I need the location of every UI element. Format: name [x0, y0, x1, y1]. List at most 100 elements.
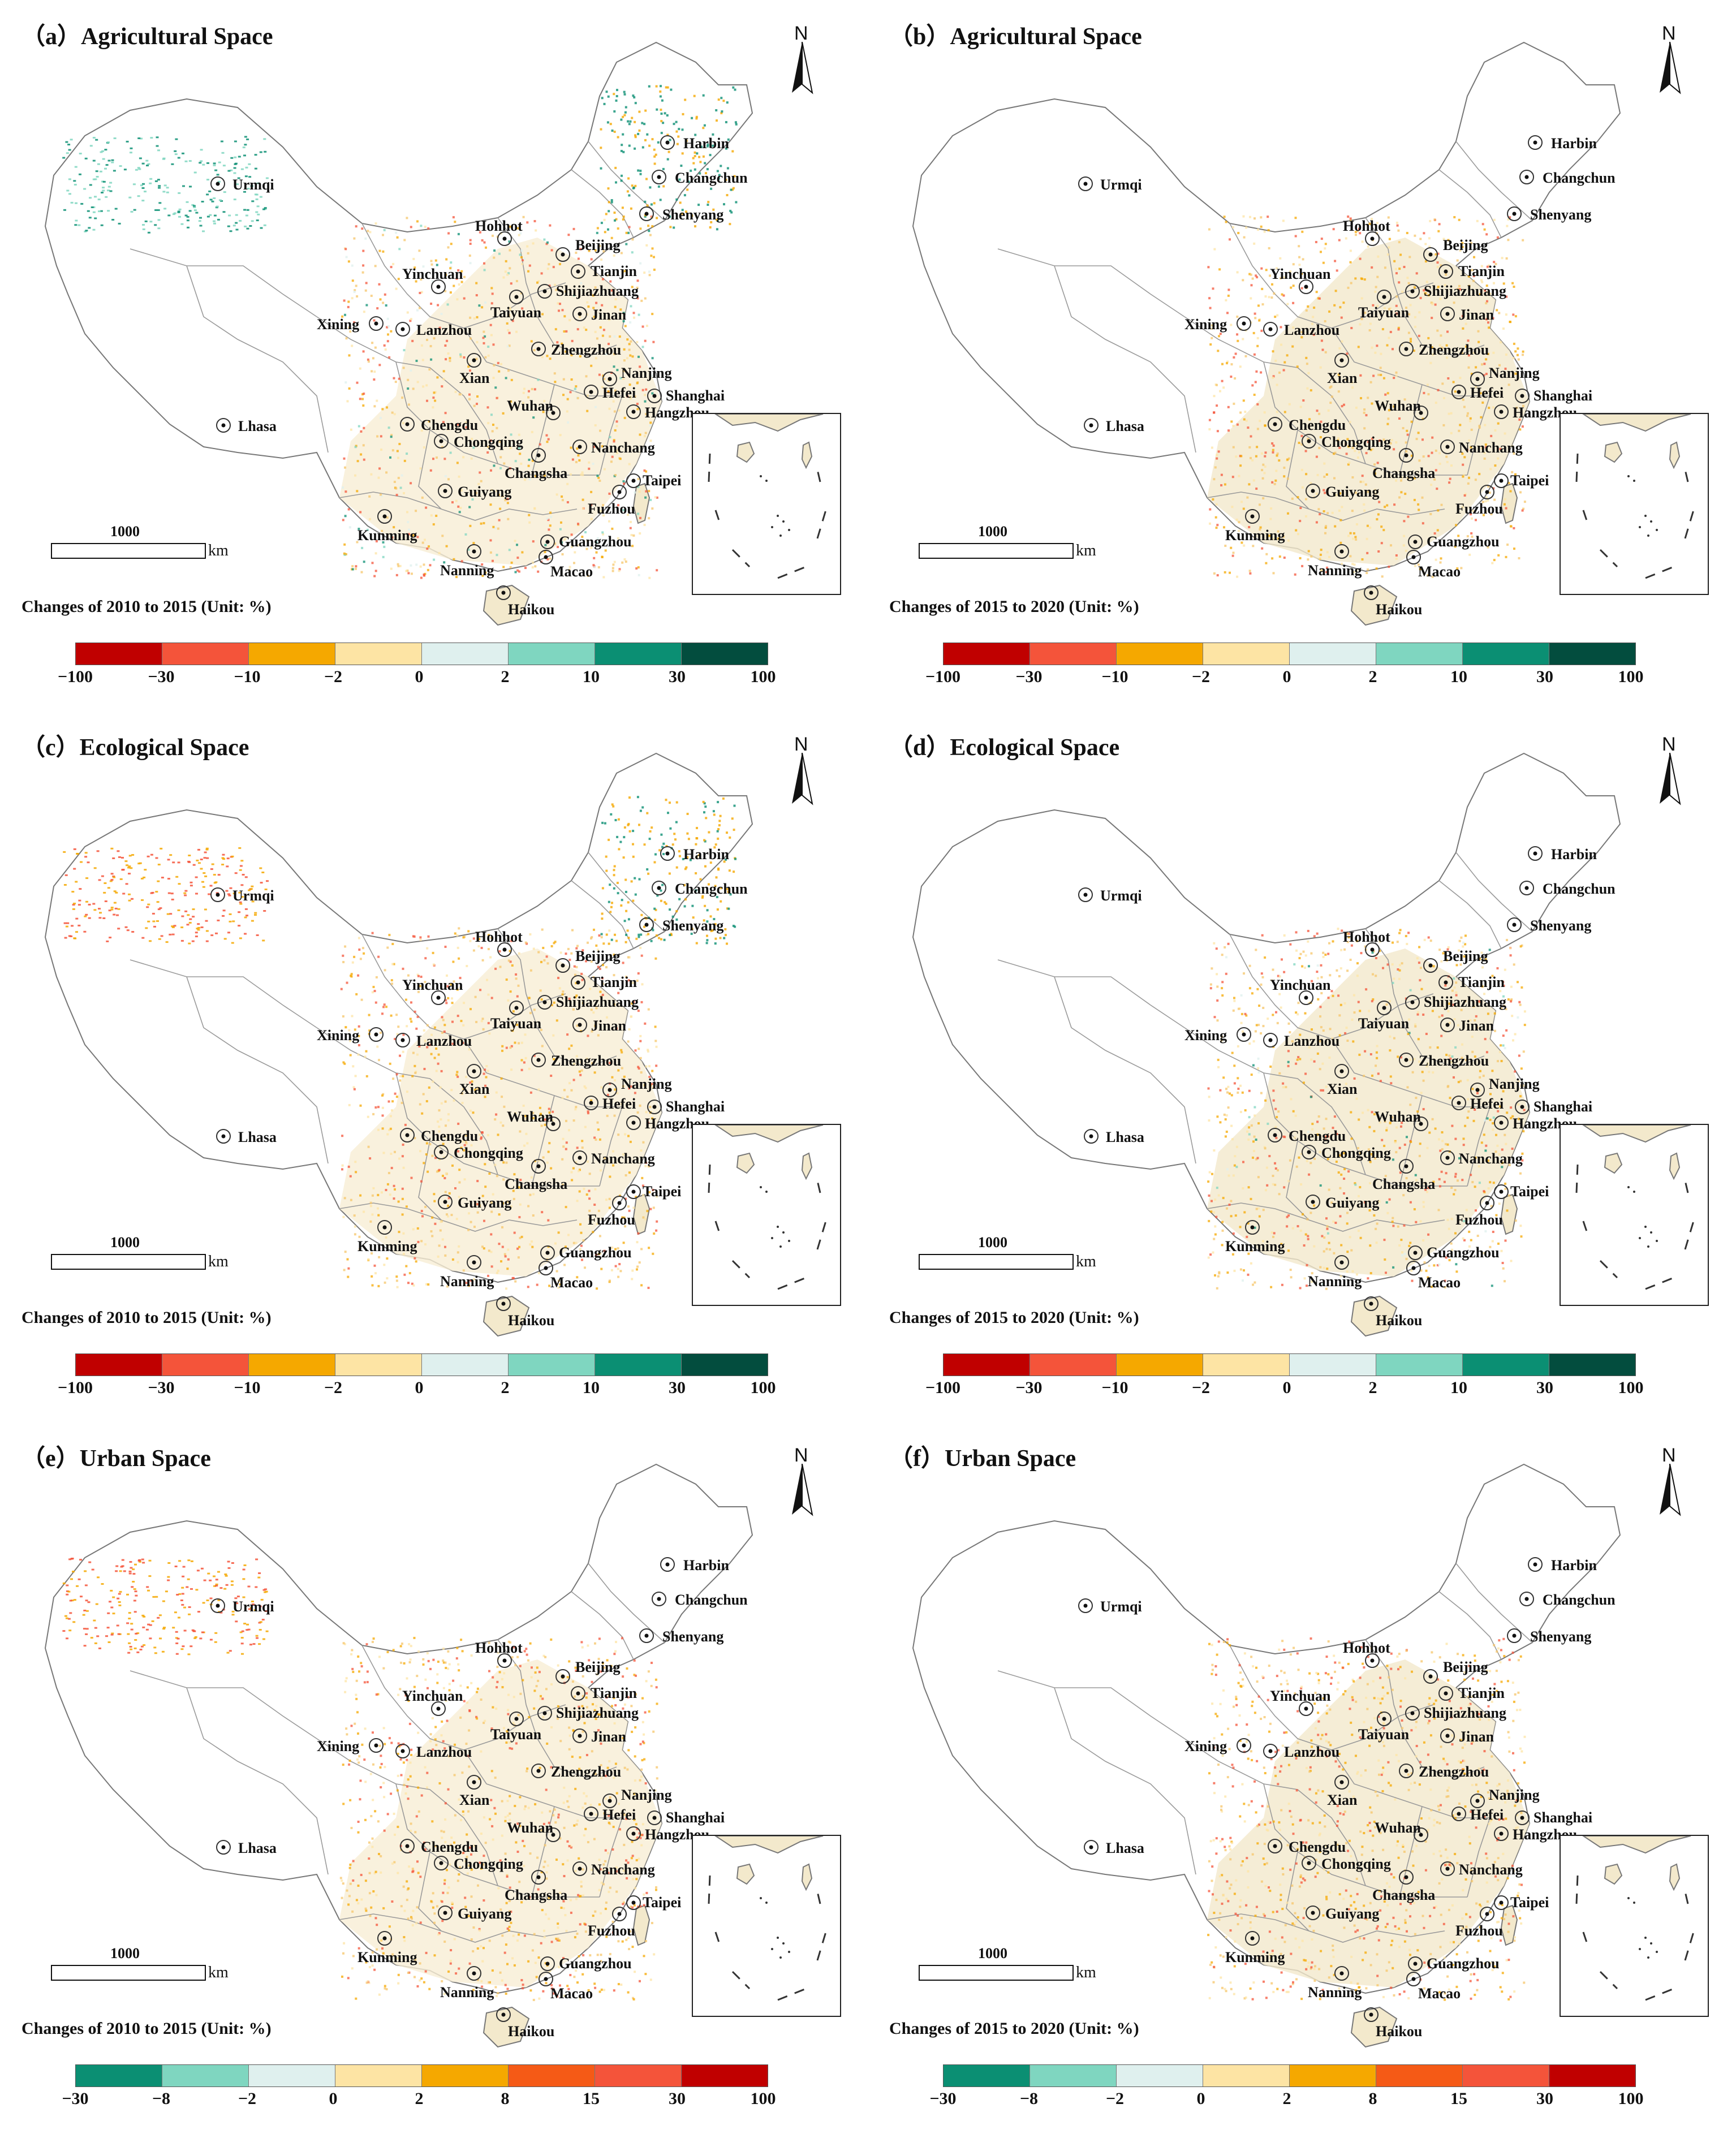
province-boundary: [186, 976, 329, 1164]
city-ring-icon: [1423, 1669, 1438, 1684]
inset-map-svg: [1575, 1836, 1695, 2001]
city-dot-icon: [1339, 1971, 1344, 1976]
city-dot-icon: [1411, 1266, 1416, 1270]
legend-swatch: [76, 1354, 162, 1376]
province-boundary: [997, 1670, 1185, 1739]
city-marker-fuzhou: Fuzhou: [1455, 1196, 1503, 1228]
city-dot-icon: [1304, 1706, 1308, 1711]
city-dot-icon: [561, 1674, 565, 1679]
city-marker-beijing: Beijing: [1423, 948, 1488, 973]
inset-taiwan: [1669, 1863, 1681, 1891]
change-pixels: [63, 796, 737, 1290]
province-boundary: [186, 1687, 329, 1875]
legend-tick-label: 30: [669, 1378, 686, 1397]
city-ring-icon: [1480, 485, 1494, 499]
south-china-sea-inset: [692, 1124, 841, 1306]
city-marker-zhengzhou: Zhengzhou: [531, 342, 621, 358]
city-dot-icon: [514, 1717, 519, 1721]
province-boundary: [1263, 1783, 1467, 1898]
city-dot-icon: [1428, 1674, 1433, 1679]
city-ring-icon: [584, 1807, 598, 1821]
city-marker-shanghai: Shanghai: [647, 387, 725, 404]
color-legend: [75, 643, 768, 665]
legend-tick-label: −30: [1015, 1378, 1043, 1397]
city-dot-icon: [1520, 394, 1524, 398]
city-label: Shenyang: [1530, 917, 1591, 934]
city-ring-icon: [1263, 1033, 1278, 1047]
city-marker-chengdu: Chengdu: [1268, 1839, 1346, 1855]
city-dot-icon: [1520, 1105, 1524, 1109]
city-ring-icon: [540, 1245, 555, 1260]
legend-tick-label: −2: [1191, 1378, 1211, 1397]
legend-tick-label: 100: [1618, 2089, 1644, 2108]
city-label: Guangzhou: [1427, 533, 1500, 550]
city-ring-icon: [1078, 1598, 1093, 1613]
city-ring-icon: [1268, 1128, 1282, 1143]
legend-swatch: [1290, 1354, 1376, 1376]
city-label: Shanghai: [666, 387, 725, 404]
city-marker-hefei: Hefei: [1451, 385, 1504, 401]
city-label: Shijiazhuang: [1424, 283, 1506, 299]
city-dot-icon: [1512, 922, 1517, 927]
scale-value: 1000: [110, 1945, 140, 1961]
province-boundary: [130, 959, 317, 1028]
city-dot-icon: [665, 851, 670, 856]
city-marker-xian: Xian: [459, 1064, 490, 1097]
city-dot-icon: [1413, 1961, 1418, 1966]
city-ring-icon: [539, 1972, 553, 1986]
change-period-label: Changes of 2010 to 2015 (Unit: %): [21, 1308, 272, 1327]
legend-swatch: [1376, 2065, 1463, 2086]
city-label: Lanzhou: [416, 1033, 472, 1049]
city-label: Taipei: [1510, 1894, 1549, 1911]
city-label: Nanning: [440, 1984, 494, 2001]
city-dot-icon: [631, 1831, 636, 1836]
city-dot-icon: [1499, 478, 1504, 483]
legend-swatch: [944, 2065, 1030, 2086]
city-dot-icon: [502, 1658, 507, 1663]
change-period-label: Changes of 2015 to 2020 (Unit: %): [889, 1308, 1139, 1327]
north-arrow-shape: [792, 1464, 813, 1516]
city-ring-icon: [1299, 990, 1313, 1005]
city-marker-nanning: Nanning: [1308, 1255, 1362, 1290]
city-label: Guangzhou: [1427, 1955, 1500, 1972]
legend-swatch: [1376, 643, 1463, 665]
city-ring-icon: [1377, 1001, 1392, 1015]
city-marker-nanning: Nanning: [440, 1966, 494, 2001]
city-label: Nanchang: [591, 1861, 655, 1878]
city-label: Taipei: [643, 1183, 681, 1200]
city-label: Chongqing: [1321, 434, 1391, 450]
province-boundary: [1286, 1140, 1445, 1232]
city-ring-icon: [571, 1686, 585, 1701]
city-label: Chengdu: [1289, 1839, 1346, 1855]
city-dot-icon: [536, 453, 541, 458]
city-marker-lanzhou: Lanzhou: [395, 322, 472, 338]
city-marker-tianjin: Tianjin: [571, 974, 637, 990]
city-dot-icon: [644, 1633, 649, 1638]
city-marker-taipei: Taipei: [626, 472, 681, 489]
city-marker-harbin: Harbin: [1528, 1557, 1597, 1573]
city-label: Wuhan: [507, 1820, 553, 1836]
city-ring-icon: [1451, 385, 1466, 399]
legend-tick-label: −8: [1019, 2089, 1039, 2108]
city-label: Chongqing: [454, 1856, 523, 1872]
city-dot-icon: [617, 490, 622, 494]
scale-bar: [919, 1254, 1074, 1270]
city-label: Changchun: [675, 881, 748, 897]
city-label: Wuhan: [507, 1109, 553, 1125]
city-dot-icon: [472, 358, 476, 363]
city-dot-icon: [536, 347, 541, 351]
city-marker-shijiazhuang: Shijiazhuang: [537, 283, 639, 299]
city-ring-icon: [571, 975, 585, 990]
city-marker-shanghai: Shanghai: [1515, 387, 1592, 404]
province-boundary: [1365, 1639, 1485, 1779]
city-dot-icon: [1444, 1691, 1448, 1696]
city-marker-haikou: Haikou: [496, 2007, 554, 2040]
city-dot-icon: [1307, 1150, 1311, 1154]
city-marker-urmqi: Urmqi: [210, 887, 274, 904]
city-ring-icon: [1440, 439, 1455, 454]
legend-swatch: [335, 1354, 422, 1376]
province-boundary: [1399, 1806, 1423, 1898]
city-dot-icon: [1369, 2012, 1373, 2017]
city-ring-icon: [1237, 1027, 1251, 1042]
city-marker-kunming: Kunming: [1225, 509, 1285, 544]
